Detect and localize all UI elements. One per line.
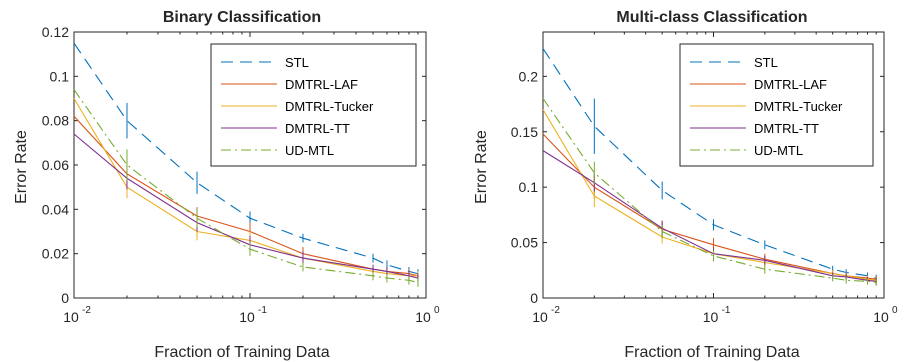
y-tick-label: 0.08 <box>42 113 69 129</box>
y-tick-label: 0.02 <box>42 246 69 262</box>
chart-multiclass-classification: Multi-class Classification Error Rate Fr… <box>473 9 898 361</box>
y-tick-label: 0 <box>61 290 69 306</box>
x-tick-label: 10 <box>873 309 889 325</box>
x-tick-label-exponent: 0 <box>892 305 898 316</box>
legend-label: DMTRL-LAF <box>285 77 358 92</box>
y-tick-label: 0.04 <box>42 201 69 217</box>
y-tick-label: 0.05 <box>511 235 538 251</box>
legend-box <box>679 43 874 167</box>
series-line <box>542 48 877 279</box>
x-tick-label-exponent: -2 <box>82 305 91 316</box>
series-ud-mtl <box>542 98 877 286</box>
legend-label: DMTRL-Tucker <box>754 99 843 114</box>
series-line <box>73 89 419 284</box>
x-tick-label: 10 <box>532 309 548 325</box>
x-tick-label-exponent: -2 <box>551 305 560 316</box>
x-tick-label: 10 <box>63 309 79 325</box>
x-axis-label: Fraction of Training Data <box>154 344 329 361</box>
chart-title: Multi-class Classification <box>616 9 807 26</box>
x-tick-label: 10 <box>703 309 719 325</box>
legend-label: UD-MTL <box>754 143 803 158</box>
x-tick-label: 10 <box>415 309 431 325</box>
y-tick-label: 0.1 <box>50 68 70 84</box>
chart-binary-classification: Binary Classification Error Rate Fractio… <box>13 9 440 361</box>
legend-label: STL <box>285 55 309 70</box>
x-tick-label-exponent: -1 <box>722 305 731 316</box>
legend: STL DMTRL-LAF DMTRL-Tucker DMTRL-TT UD-MTL <box>679 43 874 167</box>
y-tick-label: 0 <box>530 290 538 306</box>
y-axis-label: Error Rate <box>13 130 30 204</box>
legend: STL DMTRL-LAF DMTRL-Tucker DMTRL-TT UD-MTL <box>210 43 417 167</box>
y-tick-label: 0.1 <box>519 179 539 195</box>
legend-label: UD-MTL <box>285 143 334 158</box>
legend-box <box>210 43 417 167</box>
x-tick-label-exponent: 0 <box>434 305 440 316</box>
chart-title: Binary Classification <box>163 9 321 26</box>
x-axis-label: Fraction of Training Data <box>624 344 799 361</box>
legend-label: DMTRL-Tucker <box>285 99 374 114</box>
x-tick-label: 10 <box>239 309 255 325</box>
legend-label: DMTRL-TT <box>285 121 350 136</box>
y-tick-label: 0.06 <box>42 157 69 173</box>
y-tick-label: 0.15 <box>511 124 538 140</box>
y-tick-label: 0.12 <box>42 24 69 40</box>
y-axis-label: Error Rate <box>473 130 490 204</box>
y-tick-label: 0.2 <box>519 68 539 84</box>
legend-label: DMTRL-LAF <box>754 77 827 92</box>
plot-area: 00.050.10.150.210 -2 10 -1 10 0STLDMTRL-LAFDM… <box>511 31 898 325</box>
series-ud-mtl <box>73 89 419 287</box>
legend-label: STL <box>754 55 778 70</box>
legend-label: DMTRL-TT <box>754 121 819 136</box>
x-tick-label-exponent: -1 <box>258 305 267 316</box>
